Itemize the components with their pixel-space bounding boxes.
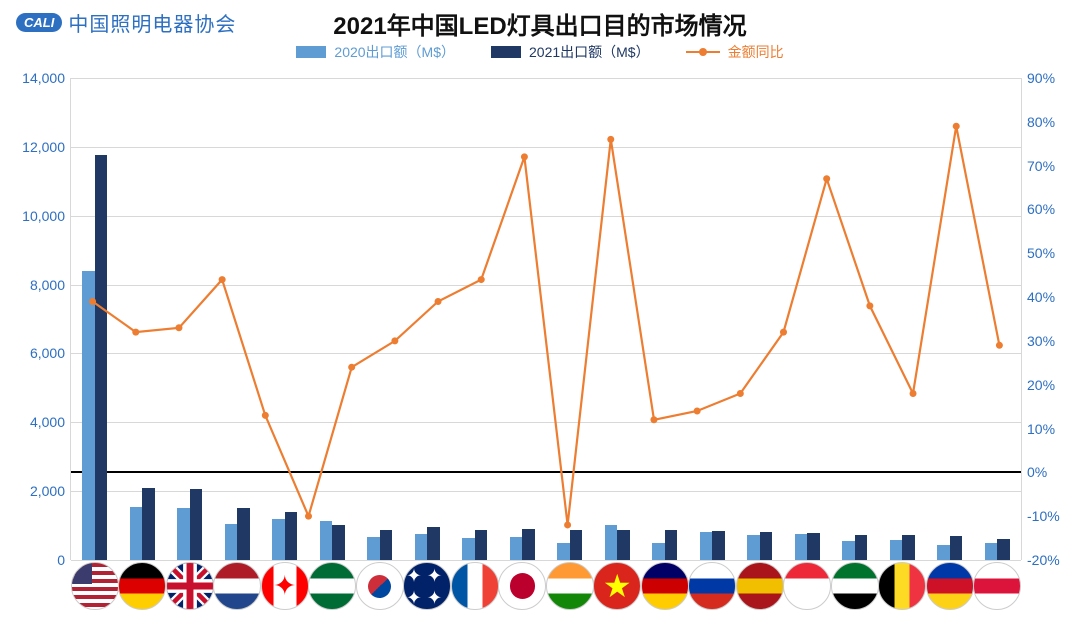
ytick-right: 30% <box>1021 333 1055 349</box>
flag-icon <box>926 562 974 610</box>
flag-icon: ✦ <box>261 562 309 610</box>
yoy-marker <box>521 153 528 160</box>
yoy-marker <box>391 337 398 344</box>
flag-icon <box>166 562 214 610</box>
flag-icon <box>71 562 119 610</box>
yoy-marker <box>348 364 355 371</box>
ytick-left: 10,000 <box>22 208 71 224</box>
yoy-marker <box>435 298 442 305</box>
ytick-left: 6,000 <box>30 345 71 361</box>
flag-icon <box>736 562 784 610</box>
ytick-right: 20% <box>1021 377 1055 393</box>
legend-item-yoy: 金额同比 <box>686 42 784 62</box>
flag-icon <box>451 562 499 610</box>
line-svg <box>71 78 1021 560</box>
yoy-marker <box>132 329 139 336</box>
ytick-left: 8,000 <box>30 277 71 293</box>
ytick-right: -10% <box>1021 508 1060 524</box>
chart-root: CALI 中国照明电器协会 2021年中国LED灯具出口目的市场情况 2020出… <box>0 0 1080 626</box>
flag-icon <box>118 562 166 610</box>
chart-title: 2021年中国LED灯具出口目的市场情况 <box>0 6 1080 41</box>
flag-icon <box>831 562 879 610</box>
flag-icon <box>356 562 404 610</box>
legend-label-2020: 2020出口额（M$） <box>334 42 455 62</box>
legend-item-2021: 2021出口额（M$） <box>491 42 650 62</box>
ytick-right: 70% <box>1021 158 1055 174</box>
flag-icon <box>641 562 689 610</box>
yoy-line <box>93 126 1000 525</box>
flag-icon <box>498 562 546 610</box>
yoy-marker <box>694 408 701 415</box>
yoy-marker <box>262 412 269 419</box>
yoy-marker <box>910 390 917 397</box>
legend-line-swatch <box>686 46 720 58</box>
legend-item-2020: 2020出口额（M$） <box>296 42 455 62</box>
ytick-left: 0 <box>57 552 71 568</box>
yoy-marker <box>89 298 96 305</box>
yoy-marker <box>823 175 830 182</box>
flag-icon <box>878 562 926 610</box>
yoy-marker <box>305 513 312 520</box>
legend-label-yoy: 金额同比 <box>728 42 784 62</box>
flag-icon <box>546 562 594 610</box>
legend: 2020出口额（M$） 2021出口额（M$） 金额同比 <box>0 42 1080 62</box>
legend-swatch-2020 <box>296 46 326 58</box>
plot-area: 02,0004,0006,0008,00010,00012,00014,000-… <box>70 78 1022 560</box>
yoy-marker <box>866 302 873 309</box>
legend-label-2021: 2021出口额（M$） <box>529 42 650 62</box>
flag-icon <box>213 562 261 610</box>
legend-swatch-2021 <box>491 46 521 58</box>
yoy-marker <box>737 390 744 397</box>
ytick-right: -20% <box>1021 552 1060 568</box>
flag-icon <box>688 562 736 610</box>
flag-icon <box>973 562 1021 610</box>
yoy-marker <box>175 324 182 331</box>
flag-icon <box>308 562 356 610</box>
flag-icon: ✦ ✦✦ ✦ <box>403 562 451 610</box>
ytick-right: 40% <box>1021 289 1055 305</box>
flag-icon: ★ <box>593 562 641 610</box>
ytick-right: 60% <box>1021 201 1055 217</box>
yoy-marker <box>996 342 1003 349</box>
yoy-marker <box>564 521 571 528</box>
yoy-marker <box>478 276 485 283</box>
yoy-marker <box>219 276 226 283</box>
yoy-marker <box>780 329 787 336</box>
ytick-left: 12,000 <box>22 139 71 155</box>
yoy-marker <box>953 123 960 130</box>
ytick-right: 0% <box>1021 464 1047 480</box>
flag-icon <box>783 562 831 610</box>
ytick-right: 50% <box>1021 245 1055 261</box>
ytick-left: 4,000 <box>30 414 71 430</box>
ytick-right: 80% <box>1021 114 1055 130</box>
ytick-right: 90% <box>1021 70 1055 86</box>
ytick-left: 14,000 <box>22 70 71 86</box>
yoy-marker <box>607 136 614 143</box>
ytick-right: 10% <box>1021 421 1055 437</box>
ytick-left: 2,000 <box>30 483 71 499</box>
yoy-marker <box>650 416 657 423</box>
